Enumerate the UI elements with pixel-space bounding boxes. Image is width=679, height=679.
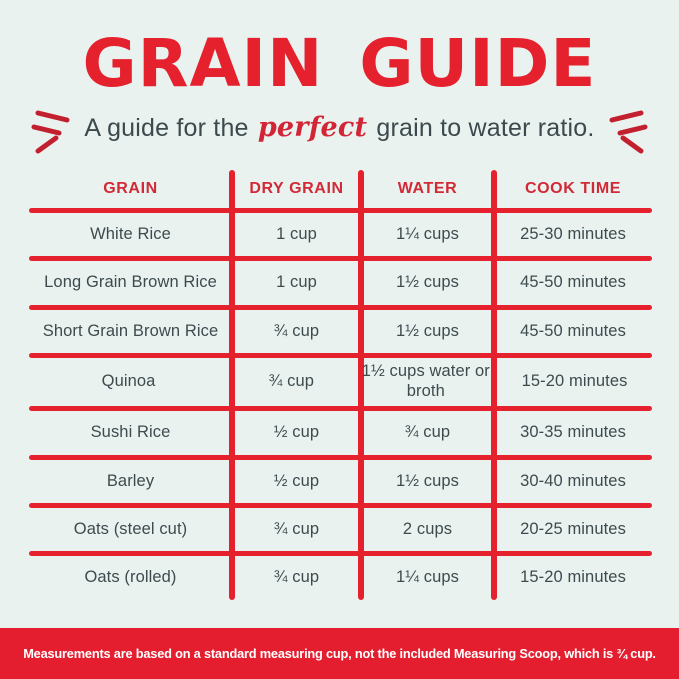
grain-cell: Barley: [106, 471, 155, 490]
table-row: Long Grain Brown Rice 1 cup 1½ cups 45-5…: [29, 261, 652, 305]
grain-cell: White Rice: [90, 224, 171, 243]
water-cell: 1½ cups water or broth: [361, 362, 490, 400]
grain-cell: Quinoa: [101, 372, 156, 391]
row-divider: [29, 455, 652, 460]
grain-cell: Oats (rolled): [84, 568, 177, 587]
water-cell: 1¼ cups: [395, 224, 460, 243]
table-header-row: GRAIN DRY GRAIN WATER COOK TIME: [29, 170, 652, 208]
dry-grain-cell: 1 cup: [276, 224, 317, 243]
footer-note-text: Measurements are based on a standard mea…: [23, 646, 656, 661]
row-divider: [29, 208, 652, 213]
subtitle-highlight: perfect: [257, 111, 368, 143]
subtitle-suffix: grain to water ratio.: [376, 113, 595, 142]
dry-grain-cell: 1 cup: [276, 273, 317, 292]
column-header-cook-time: COOK TIME: [524, 180, 622, 198]
cook-time-cell: 25-30 minutes: [520, 224, 626, 243]
page-title: GRAIN GUIDE: [82, 25, 597, 102]
subtitle: A guide for the perfect grain to water r…: [0, 104, 679, 154]
water-cell: ¾ cup: [404, 423, 451, 442]
table-row: Quinoa ¾ cup 1½ cups water or broth 15-2…: [29, 358, 652, 406]
column-divider: [491, 170, 497, 600]
column-divider: [229, 170, 235, 600]
dry-grain-cell: ¾ cup: [273, 321, 320, 340]
cook-time-cell: 45-50 minutes: [520, 273, 626, 292]
water-cell: 1¼ cups: [395, 568, 460, 587]
row-divider: [29, 503, 652, 508]
water-cell: 2 cups: [402, 519, 453, 538]
row-divider: [29, 256, 652, 261]
column-divider: [358, 170, 364, 600]
dry-grain-cell: ¾ cup: [273, 568, 320, 587]
cook-time-cell: 15-20 minutes: [520, 568, 626, 587]
row-divider: [29, 406, 652, 411]
column-header-water: WATER: [397, 180, 458, 198]
dry-grain-cell: ½ cup: [273, 471, 320, 490]
dry-grain-cell: ¾ cup: [268, 372, 315, 391]
row-divider: [29, 305, 652, 310]
row-divider: [29, 551, 652, 556]
subtitle-text: A guide for the perfect grain to water r…: [84, 112, 594, 143]
emphasis-right-icon: [609, 110, 648, 154]
column-header-grain: GRAIN: [103, 180, 158, 198]
grain-table: GRAIN DRY GRAIN WATER COOK TIME White Ri…: [29, 170, 652, 600]
grain-cell: Short Grain Brown Rice: [42, 321, 219, 340]
water-cell: 1½ cups: [395, 273, 460, 292]
row-divider: [29, 353, 652, 358]
table-row: Sushi Rice ½ cup ¾ cup 30-35 minutes: [29, 411, 652, 455]
cook-time-cell: 20-25 minutes: [520, 519, 626, 538]
table-row: White Rice 1 cup 1¼ cups 25-30 minutes: [29, 213, 652, 256]
table-row: Short Grain Brown Rice ¾ cup 1½ cups 45-…: [29, 310, 652, 353]
table-row: Barley ½ cup 1½ cups 30-40 minutes: [29, 460, 652, 503]
table-row: Oats (steel cut) ¾ cup 2 cups 20-25 minu…: [29, 508, 652, 551]
subtitle-prefix: A guide for the: [84, 113, 249, 142]
dry-grain-cell: ½ cup: [273, 423, 320, 442]
grain-cell: Oats (steel cut): [73, 519, 188, 538]
water-cell: 1½ cups: [395, 321, 460, 340]
table-row: Oats (rolled) ¾ cup 1¼ cups 15-20 minute…: [29, 556, 652, 600]
cook-time-cell: 45-50 minutes: [520, 321, 626, 340]
cook-time-cell: 30-40 minutes: [520, 471, 626, 490]
footer-note-bar: Measurements are based on a standard mea…: [0, 628, 679, 679]
emphasis-left-icon: [31, 110, 70, 154]
dry-grain-cell: ¾ cup: [273, 519, 320, 538]
cook-time-cell: 15-20 minutes: [521, 372, 628, 391]
water-cell: 1½ cups: [395, 471, 460, 490]
grain-cell: Long Grain Brown Rice: [44, 273, 217, 292]
grain-cell: Sushi Rice: [90, 423, 171, 442]
cook-time-cell: 30-35 minutes: [520, 423, 626, 442]
column-header-dry-grain: DRY GRAIN: [249, 180, 344, 198]
